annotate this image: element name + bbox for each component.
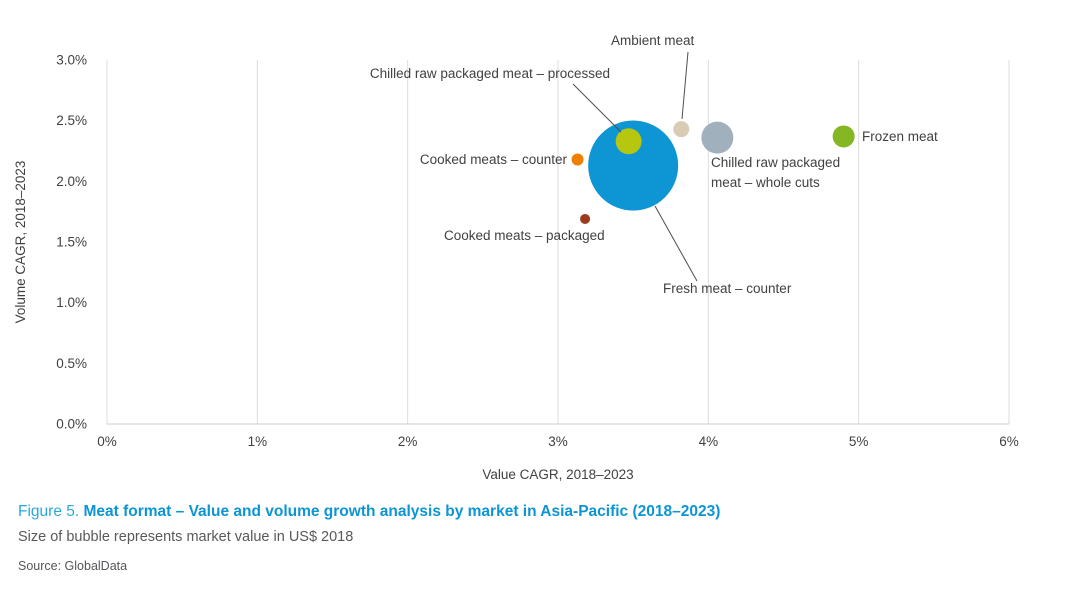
point-label-chilled-raw-packaged-meat-whole-cuts: meat – whole cuts (711, 175, 820, 190)
bubble-frozen-meat (832, 125, 855, 148)
point-label-fresh-meat-counter: Fresh meat – counter (663, 281, 792, 296)
y-axis-title: Volume CAGR, 2018–2023 (13, 161, 28, 324)
point-label-cooked-meats-packaged: Cooked meats – packaged (444, 228, 605, 243)
figure-subcaption: Size of bubble represents market value i… (18, 529, 354, 545)
bubble-chilled-raw-packaged-meat-processed (615, 128, 642, 155)
bubble-cooked-meats-packaged (580, 213, 591, 224)
leader-line-ambient-meat (681, 51, 689, 120)
leader-line-chilled-raw-packaged-meat-processed (572, 83, 622, 133)
x-tick-label: 1% (248, 434, 268, 449)
x-tick-label: 3% (548, 434, 568, 449)
point-label-cooked-meats-counter: Cooked meats – counter (420, 152, 568, 167)
x-tick-label: 4% (699, 434, 719, 449)
figure-source: Source: GlobalData (18, 559, 128, 573)
y-tick-label: 1.0% (56, 295, 87, 310)
bubble-fresh-meat-counter (588, 120, 679, 211)
y-tick-label: 2.0% (56, 174, 87, 189)
caption-block: Figure 5. Meat format – Value and volume… (0, 490, 1071, 573)
x-tick-label: 0% (97, 434, 117, 449)
x-tick-label: 2% (398, 434, 418, 449)
bubble-ambient-meat (673, 121, 690, 138)
y-tick-label: 1.5% (56, 235, 87, 250)
point-label-chilled-raw-packaged-meat-processed: Chilled raw packaged meat – processed (370, 66, 610, 81)
y-tick-label: 3.0% (56, 53, 87, 68)
point-label-ambient-meat: Ambient meat (611, 33, 695, 48)
bubble-cooked-meats-counter (571, 153, 584, 166)
point-label-chilled-raw-packaged-meat-whole-cuts: Chilled raw packaged (711, 155, 840, 170)
x-axis-title: Value CAGR, 2018–2023 (482, 467, 633, 482)
y-tick-label: 2.5% (56, 113, 87, 128)
x-tick-label: 5% (849, 434, 869, 449)
bubble-chart: 0% 1% 2% 3% 4% 5% 6% 0.0% 0.5% 1.0% 1.5% 2.0% 2.5% 3.… (13, 33, 1019, 482)
y-tick-label: 0.0% (56, 417, 87, 432)
bubble-chilled-raw-packaged-meat-whole-cuts (701, 121, 734, 154)
point-label-frozen-meat: Frozen meat (862, 129, 938, 144)
y-tick-label: 0.5% (56, 356, 87, 371)
figure-number: Figure 5. (18, 503, 80, 520)
x-tick-label: 6% (999, 434, 1019, 449)
leader-line-fresh-meat-counter (654, 205, 698, 282)
figure-title: Meat format – Value and volume growth an… (83, 503, 721, 520)
figure-caption: Figure 5. Meat format – Value and volume… (18, 503, 1053, 521)
